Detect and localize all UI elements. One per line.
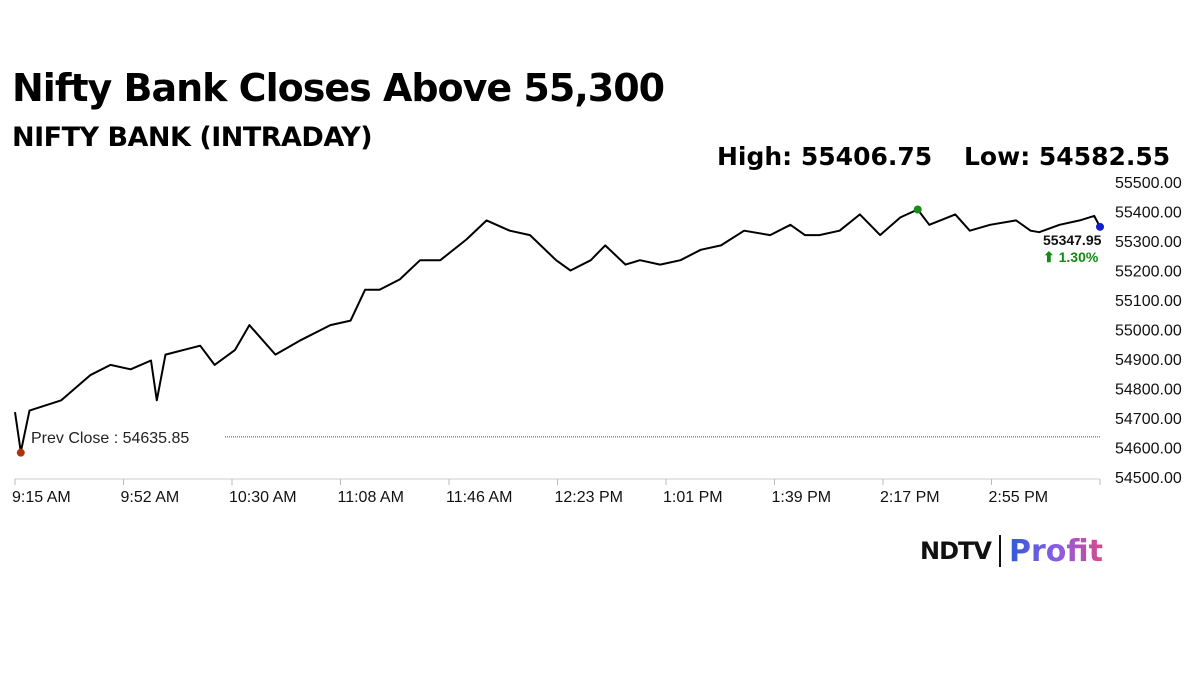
y-tick-label: 54500.00 xyxy=(1115,470,1182,487)
x-tick-label: 2:17 PM xyxy=(880,489,940,506)
x-tick-label: 9:52 AM xyxy=(121,489,180,506)
y-tick-label: 55300.00 xyxy=(1115,234,1182,251)
x-tick-label: 1:01 PM xyxy=(663,489,723,506)
y-tick-label: 54600.00 xyxy=(1115,441,1182,458)
high-label: High: 55406.75 xyxy=(717,142,933,171)
y-tick-label: 55500.00 xyxy=(1115,175,1182,192)
y-tick-label: 55400.00 xyxy=(1115,205,1182,222)
y-tick-label: 55000.00 xyxy=(1115,323,1182,340)
x-tick-label: 9:15 AM xyxy=(12,489,71,506)
ndtv-profit-logo: NDTV Profit xyxy=(920,533,1103,569)
chart-subtitle: NIFTY BANK (INTRADAY) xyxy=(12,122,373,153)
last-price-marker xyxy=(1096,222,1104,231)
logo-ndtv: NDTV xyxy=(920,537,992,565)
y-tick-label: 54700.00 xyxy=(1115,411,1182,428)
change-label: ⬆ 1.30% xyxy=(1043,249,1099,265)
logo-divider xyxy=(998,535,1001,567)
x-tick-label: 11:46 AM xyxy=(446,489,512,506)
logo-profit: Profit xyxy=(1008,533,1103,569)
low-marker xyxy=(16,448,25,457)
price-line xyxy=(14,208,1101,453)
x-tick-label: 12:23 PM xyxy=(555,489,623,506)
x-tick-label: 1:39 PM xyxy=(772,489,832,506)
x-tick-label: 2:55 PM xyxy=(989,489,1049,506)
y-tick-label: 55100.00 xyxy=(1115,293,1182,310)
high-marker xyxy=(913,205,922,214)
y-tick-label: 55200.00 xyxy=(1115,264,1182,281)
x-tick-label: 11:08 AM xyxy=(338,489,404,506)
page-title: Nifty Bank Closes Above 55,300 xyxy=(12,66,665,110)
x-tick-label: 10:30 AM xyxy=(229,489,297,506)
y-tick-label: 54900.00 xyxy=(1115,352,1182,369)
last-price-label: 55347.95 xyxy=(1043,232,1102,248)
prev-close-label: Prev Close : 54635.85 xyxy=(31,430,189,447)
low-label: Low: 54582.55 xyxy=(964,142,1171,171)
y-tick-label: 54800.00 xyxy=(1115,382,1182,399)
